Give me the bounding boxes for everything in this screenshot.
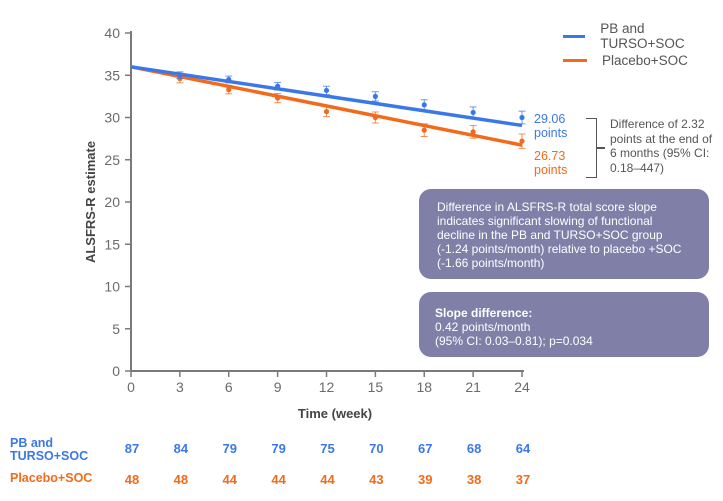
data-point-placebo xyxy=(421,127,427,133)
data-point-pb-turso xyxy=(323,87,330,94)
at-risk-value: 37 xyxy=(515,472,531,487)
legend-swatch-blue xyxy=(563,34,586,38)
y-axis-title: ALSFRS-R estimate xyxy=(83,141,98,263)
y-tick-label: 35 xyxy=(104,67,120,83)
at-risk-value: 87 xyxy=(124,441,140,456)
at-risk-label-pb-turso: PB and TURSO+SOC xyxy=(10,437,88,463)
at-risk-value: 44 xyxy=(320,472,335,487)
y-tick-label: 15 xyxy=(104,236,120,252)
legend-item-placebo: Placebo+SOC xyxy=(563,48,723,72)
legend-item-pb-turso: PB and TURSO+SOC xyxy=(563,21,723,51)
at-risk-value: 75 xyxy=(320,441,335,456)
at-risk-value: 48 xyxy=(124,472,140,487)
x-tick-label: 21 xyxy=(465,379,481,395)
difference-bracket-tick xyxy=(597,147,605,149)
at-risk-value: 79 xyxy=(222,441,237,456)
x-tick-label: 0 xyxy=(127,379,135,395)
y-tick-label: 0 xyxy=(112,363,120,379)
slope-difference-title: Slope difference: xyxy=(435,306,533,320)
y-tick-label: 40 xyxy=(104,25,120,41)
x-tick-label: 6 xyxy=(225,379,233,395)
at-risk-value: 44 xyxy=(271,472,286,487)
at-risk-label-line: PB and xyxy=(10,436,54,450)
at-risk-value: 44 xyxy=(222,472,237,487)
y-tick-label: 20 xyxy=(104,194,120,210)
data-point-pb-turso xyxy=(226,76,232,83)
data-point-placebo xyxy=(470,129,476,135)
x-axis-title: Time (week) xyxy=(298,406,372,421)
data-point-pb-turso xyxy=(519,114,525,121)
end-label-value: 29.06 xyxy=(534,112,566,126)
at-risk-label-line: Placebo+SOC xyxy=(10,471,93,485)
end-label-unit: points xyxy=(534,126,568,140)
data-point-pb-turso xyxy=(421,102,427,108)
at-risk-value: 64 xyxy=(515,441,531,456)
end-label-pb-turso: 29.06 points xyxy=(534,112,567,140)
at-risk-label-placebo: Placebo+SOC xyxy=(10,472,92,485)
data-point-placebo xyxy=(323,108,330,115)
y-tick-label: 30 xyxy=(104,110,120,126)
end-label-value: 26.73 xyxy=(534,149,566,163)
y-tick-label: 25 xyxy=(104,152,120,168)
data-point-placebo xyxy=(226,87,232,93)
at-risk-value: 84 xyxy=(173,441,189,456)
y-tick-label: 10 xyxy=(104,279,120,295)
at-risk-value: 39 xyxy=(418,472,433,487)
end-label-unit: points xyxy=(534,163,568,177)
x-tick-label: 24 xyxy=(514,379,530,395)
legend: PB and TURSO+SOC Placebo+SOC xyxy=(563,21,723,72)
x-tick-label: 3 xyxy=(176,379,184,395)
x-tick-label: 12 xyxy=(319,379,335,395)
fit-line-placebo xyxy=(130,65,523,147)
difference-bracket xyxy=(586,118,597,178)
axes: 0 5 10 15 20 25 30 35 40 0 3 6 9 12 15 18 21 24 xyxy=(104,25,530,395)
data-point-placebo xyxy=(372,114,378,121)
at-risk-label-line: TURSO+SOC xyxy=(10,449,89,463)
data-point-pb-turso xyxy=(372,93,378,99)
data-point-pb-turso xyxy=(177,72,183,78)
at-risk-value: 68 xyxy=(466,441,482,456)
data-point-placebo xyxy=(275,95,281,101)
data-point-pb-turso xyxy=(470,109,476,116)
x-tick-label: 18 xyxy=(416,379,432,395)
at-risk-value: 48 xyxy=(173,472,189,487)
data-point-placebo xyxy=(519,138,525,144)
legend-swatch-orange xyxy=(563,58,587,62)
legend-label: Placebo+SOC xyxy=(602,52,688,68)
slope-difference-value: 0.42 points/month xyxy=(435,320,531,334)
slope-difference-callout: Slope difference: 0.42 points/month (95%… xyxy=(419,292,709,357)
fit-line-pb-turso xyxy=(130,65,523,128)
data-point-pb-turso xyxy=(275,83,281,89)
legend-label: PB and TURSO+SOC xyxy=(600,21,685,51)
slope-callout: Difference in ALSFRS-R total score slope… xyxy=(419,189,709,279)
at-risk-value: 38 xyxy=(466,472,482,487)
at-risk-value: 79 xyxy=(271,441,286,456)
difference-note: Difference of 2.32 points at the end of … xyxy=(610,117,713,175)
end-label-placebo: 26.73 points xyxy=(534,149,567,177)
chart-marks xyxy=(130,65,526,149)
at-risk-value: 70 xyxy=(369,441,384,456)
slope-difference-ci: (95% CI: 0.03–0.81); p=0.034 xyxy=(435,334,593,348)
at-risk-value: 43 xyxy=(369,472,384,487)
x-tick-label: 15 xyxy=(368,379,384,395)
y-tick-label: 5 xyxy=(112,321,120,337)
x-tick-label: 9 xyxy=(274,379,282,395)
at-risk-value: 67 xyxy=(418,441,433,456)
